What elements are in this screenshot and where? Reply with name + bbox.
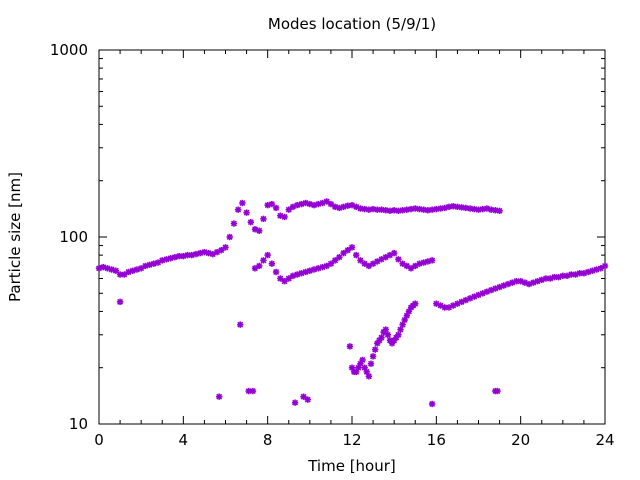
x-tick-label: 8 <box>263 431 273 449</box>
data-point <box>260 257 267 264</box>
data-point <box>336 253 343 261</box>
data-point <box>234 206 242 213</box>
x-tick-label: 0 <box>94 431 104 449</box>
data-point <box>239 199 246 207</box>
data-point <box>222 244 229 251</box>
data-point <box>492 207 499 214</box>
data-point <box>365 373 373 380</box>
data-point <box>272 204 280 212</box>
data-point <box>247 218 254 226</box>
data-point <box>218 246 225 254</box>
data-point <box>285 206 292 213</box>
data-point <box>116 298 124 306</box>
data-point <box>230 220 238 227</box>
data-point <box>496 207 503 215</box>
x-axis-label: Time [hour] <box>307 457 396 475</box>
data-point <box>300 393 307 400</box>
data-point <box>428 257 436 264</box>
data-point <box>243 209 250 216</box>
x-tick-label: 4 <box>179 431 189 449</box>
data-points <box>95 198 609 408</box>
data-point <box>395 331 402 338</box>
data-point <box>304 396 311 403</box>
x-tick-label: 24 <box>595 431 614 449</box>
data-point <box>260 215 267 223</box>
data-point <box>390 249 398 257</box>
data-point <box>256 227 263 234</box>
x-tick-label: 20 <box>511 431 530 449</box>
data-point <box>359 356 366 364</box>
data-point <box>264 251 271 259</box>
data-point <box>384 331 392 338</box>
data-point <box>281 278 288 285</box>
chart-title: Modes location (5/9/1) <box>268 15 436 33</box>
x-tick-label: 16 <box>427 431 446 449</box>
data-point <box>249 387 257 395</box>
data-point <box>291 399 299 406</box>
data-point <box>256 262 263 270</box>
y-tick-label: 10 <box>69 415 88 433</box>
data-point <box>344 246 351 254</box>
data-point <box>215 393 223 400</box>
data-point <box>268 200 276 208</box>
data-point <box>319 199 326 207</box>
data-point <box>272 268 280 276</box>
data-point <box>601 262 609 270</box>
data-point <box>555 273 562 281</box>
data-point <box>237 321 244 328</box>
data-point <box>428 400 436 408</box>
data-point <box>487 206 495 213</box>
data-point <box>397 326 404 333</box>
x-tick-label: 12 <box>342 431 361 449</box>
data-point <box>226 233 233 241</box>
data-point <box>281 213 288 221</box>
data-point <box>340 249 347 257</box>
data-point <box>395 207 402 215</box>
data-point <box>327 200 335 208</box>
data-point <box>412 300 419 307</box>
data-point <box>346 343 354 350</box>
data-point <box>378 334 385 341</box>
data-point <box>357 257 364 264</box>
axis-ticks: 0 4 8 12 16 20 24 10 100 1000 <box>50 41 615 449</box>
data-point <box>293 201 301 209</box>
data-point <box>589 267 596 274</box>
data-point <box>348 244 356 251</box>
data-point <box>353 251 360 259</box>
data-point <box>277 275 284 282</box>
y-tick-label: 100 <box>59 228 88 246</box>
y-axis-label: Particle size [nm] <box>6 172 24 302</box>
data-point <box>399 207 406 214</box>
data-point <box>371 346 379 353</box>
data-point <box>367 360 375 367</box>
data-point <box>568 271 575 278</box>
data-point <box>382 207 389 214</box>
y-tick-label: 1000 <box>50 41 88 59</box>
data-point <box>369 353 377 360</box>
data-point <box>121 271 128 278</box>
data-point <box>382 326 389 333</box>
data-point <box>395 256 402 263</box>
data-point <box>268 260 276 267</box>
data-point <box>494 387 501 395</box>
